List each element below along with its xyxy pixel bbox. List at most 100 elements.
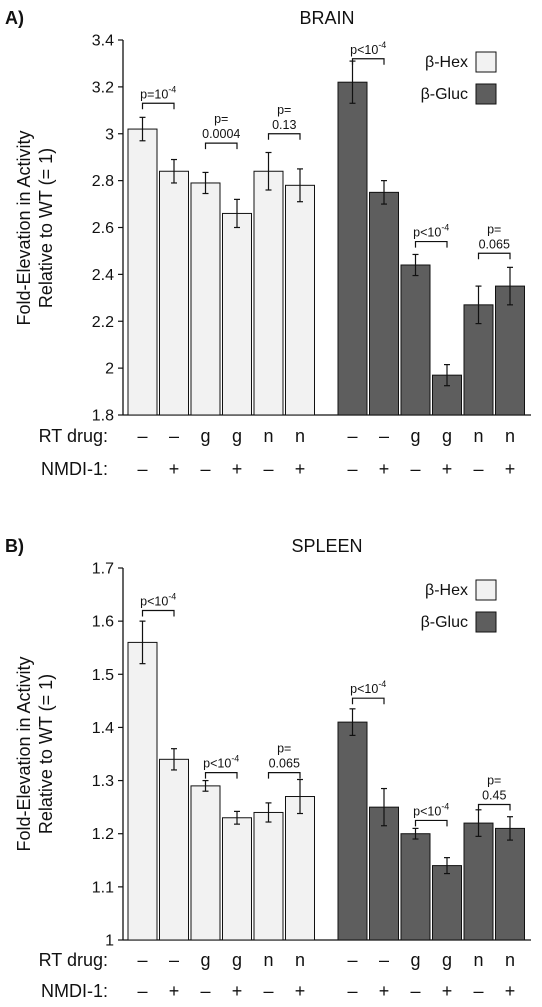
condition-row-label: NMDI-1: [41, 459, 108, 479]
significance-bracket [204, 142, 238, 150]
condition-value: + [232, 981, 243, 1001]
panel-brain: A) BRAIN Fold-Elevation in Activity Relativ… [5, 8, 531, 479]
y-axis-label-line: Relative to WT (= 1) [36, 148, 56, 308]
p-value-exponent: -4 [168, 592, 176, 602]
y-tick-label: 3 [105, 126, 114, 143]
p-value-text: 0.065 [479, 237, 510, 251]
bar [222, 212, 252, 416]
significance-bracket [414, 240, 448, 248]
condition-value: g [410, 950, 420, 970]
condition-value: n [263, 950, 273, 970]
condition-value: n [473, 426, 483, 446]
condition-value: – [200, 981, 210, 1001]
y-tick-label: 2.4 [92, 267, 114, 284]
condition-row-label: RT drug: [39, 426, 108, 446]
p-value-label: 0.065 [269, 757, 300, 771]
condition-value: – [473, 459, 483, 479]
condition-value: – [137, 459, 147, 479]
p-value-exponent: -4 [378, 40, 386, 50]
significance-bracket [141, 609, 175, 617]
condition-value: + [379, 459, 390, 479]
bar [127, 641, 158, 941]
p-value-label: p<10-4 [203, 754, 239, 771]
condition-value: – [200, 459, 210, 479]
condition-value: – [347, 426, 357, 446]
significance-bracket [477, 252, 511, 260]
y-axis-label-line: Fold-Elevation in Activity [14, 130, 34, 325]
p-value-label: p<10-4 [413, 223, 449, 240]
bar [463, 822, 494, 941]
condition-value: + [442, 981, 453, 1001]
legend-label: β-Hex [425, 582, 468, 599]
p-value-label: p<10-4 [140, 592, 176, 609]
condition-value: – [137, 981, 147, 1001]
p-value-label: p=10-4 [140, 84, 176, 101]
significance-bracket [477, 803, 511, 811]
bar [159, 758, 189, 941]
significance-bracket [267, 772, 301, 779]
y-tick-label: 1.6 [92, 614, 114, 631]
y-tick-label: 2.6 [92, 220, 114, 237]
p-value-text: p<10 [350, 682, 378, 696]
y-tick-label: 1.1 [92, 879, 114, 896]
legend-swatch [475, 83, 497, 105]
condition-value: n [295, 950, 305, 970]
p-value-text: p= [487, 222, 501, 236]
condition-value: + [295, 459, 306, 479]
condition-value: g [232, 426, 242, 446]
condition-value: – [137, 950, 147, 970]
condition-value: + [505, 981, 516, 1001]
p-value-text: 0.065 [269, 757, 300, 771]
p-value-text: 0.0004 [202, 127, 240, 141]
legend-swatch [475, 611, 497, 633]
condition-row-label: RT drug: [39, 950, 108, 970]
condition-value: – [169, 426, 179, 446]
legend-swatch [475, 579, 497, 601]
condition-value: g [442, 426, 452, 446]
panel-spleen: B) SPLEEN Fold-Elevation in Activity Relati… [5, 536, 531, 1001]
condition-value: – [347, 950, 357, 970]
p-value-text: p= [214, 112, 228, 126]
condition-value: – [379, 426, 389, 446]
bar [432, 865, 462, 941]
p-value-label: p= [277, 742, 291, 756]
condition-value: g [442, 950, 452, 970]
legend-item: β-Hex [425, 579, 497, 601]
y-tick-label: 1.4 [92, 720, 114, 737]
bar [253, 170, 284, 416]
p-value-label: 0.065 [479, 237, 510, 251]
p-value-label: 0.45 [482, 788, 506, 802]
bar [190, 182, 221, 416]
bar [400, 264, 431, 416]
legend-label: β-Hex [425, 54, 468, 71]
panel-label: A) [5, 8, 24, 28]
bar [127, 128, 158, 416]
p-value-text: p<10 [350, 43, 378, 57]
condition-value: – [473, 981, 483, 1001]
p-value-text: p<10 [203, 757, 231, 771]
condition-value: – [347, 459, 357, 479]
p-value-label: 0.0004 [202, 127, 240, 141]
p-value-label: p= [487, 773, 501, 787]
condition-value: g [200, 426, 210, 446]
condition-value: + [442, 459, 453, 479]
condition-value: + [169, 459, 180, 479]
p-value-label: p<10-4 [350, 679, 386, 696]
significance-bracket [204, 772, 238, 779]
condition-value: – [263, 459, 273, 479]
legend-item: β-Gluc [421, 611, 497, 633]
legend-item: β-Gluc [421, 83, 497, 105]
significance-bracket [351, 58, 385, 65]
bar [337, 721, 368, 941]
p-value-exponent: -4 [231, 754, 239, 764]
condition-value: – [347, 981, 357, 1001]
significance-bracket [267, 133, 301, 140]
p-value-text: p<10 [140, 595, 168, 609]
p-value-label: p<10-4 [350, 40, 386, 57]
bar [337, 81, 368, 416]
condition-value: + [379, 981, 390, 1001]
condition-value: – [410, 459, 420, 479]
y-tick-label: 2.2 [92, 314, 114, 331]
p-value-exponent: -4 [441, 801, 449, 811]
